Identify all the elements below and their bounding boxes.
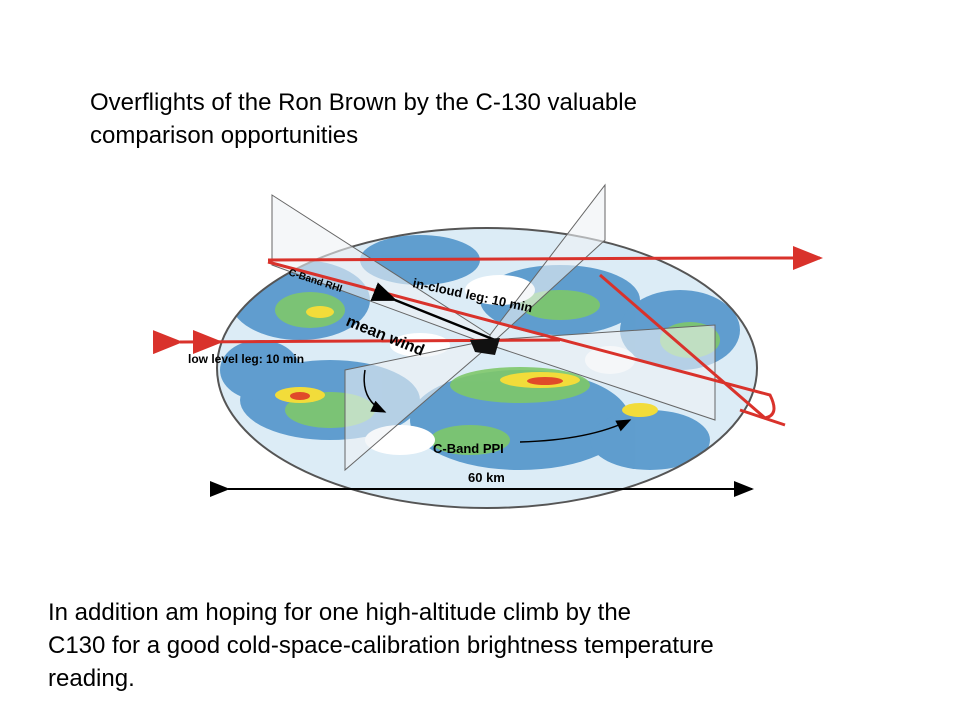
slide-title: Overflights of the Ron Brown by the C-13…	[90, 86, 637, 152]
body-text: In addition am hoping for one high-altit…	[48, 596, 714, 695]
ppi-outline	[216, 227, 758, 509]
flight-path	[267, 246, 823, 270]
body-line: reading.	[48, 665, 135, 692]
ship	[470, 338, 500, 355]
title-line: comparison opportunities	[90, 122, 359, 149]
body-line: In addition am hoping for one high-altit…	[48, 599, 632, 626]
body-line: C130 for a good cold-space-calibration b…	[48, 632, 714, 659]
flight-path	[739, 408, 786, 427]
title-line: Overflights of the Ron Brown by the C-13…	[90, 89, 637, 116]
figure-label: C-Band PPI	[433, 441, 504, 456]
scan-arrow	[363, 369, 387, 413]
scan-arrow	[519, 419, 632, 443]
figure-label: low level leg: 10 min	[188, 352, 304, 366]
wind-arrow	[370, 282, 496, 342]
flight-path	[152, 330, 561, 355]
figure-label: 60 km	[468, 470, 505, 485]
